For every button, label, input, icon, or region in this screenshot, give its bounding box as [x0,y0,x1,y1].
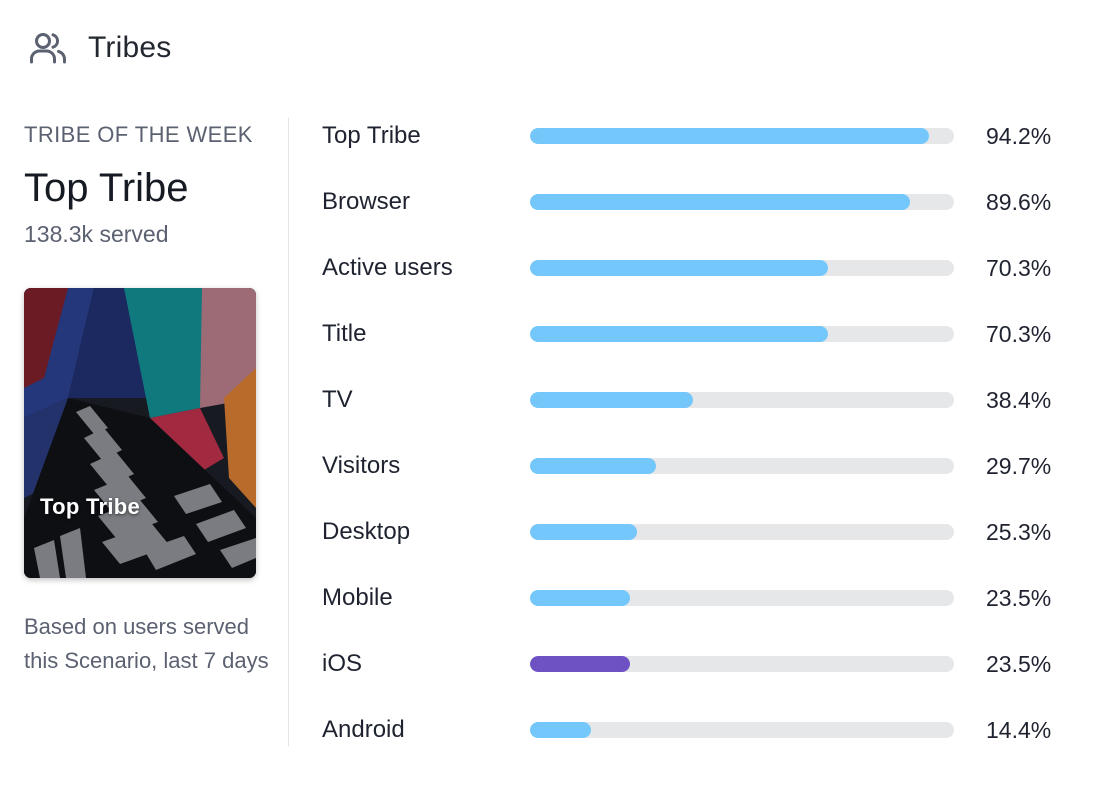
tribe-label: Visitors [322,452,401,479]
tribe-label: Desktop [322,518,411,545]
tribe-bar-fill [530,392,693,408]
tribe-percent: 89.6% [986,189,1052,215]
tribe-list: Top Tribe 94.2% Browser 89.6% Active users 70… [322,104,1082,764]
tribe-row[interactable]: Title 70.3% [322,302,1082,368]
tribe-bar-fill [530,128,930,144]
tribe-bar-track [530,524,954,540]
tribe-row[interactable]: iOS 23.5% [322,632,1082,698]
featured-tribe-card[interactable]: Top Tribe [24,288,256,578]
tribe-label: Mobile [322,584,393,611]
tribe-bar-track [530,128,954,144]
tribe-card-artwork [24,288,256,578]
tribe-bar-fill [530,590,630,606]
tribe-label: TV [322,386,353,413]
tribe-percent: 70.3% [986,321,1052,347]
featured-tribe-card-label: Top Tribe [40,494,141,519]
tribe-bar-fill [530,656,630,672]
tribe-label: Android [322,716,405,743]
tribe-row[interactable]: Android 14.4% [322,698,1082,764]
tribe-bar-track [530,194,954,210]
tribe-bar-track [530,260,954,276]
tribe-of-the-week-eyebrow: TRIBE OF THE WEEK [24,122,253,147]
tribe-percent: 25.3% [986,519,1052,545]
widget-header: Tribes [28,26,171,70]
tribe-bar-fill [530,524,638,540]
tribe-row[interactable]: Mobile 23.5% [322,566,1082,632]
tribe-label: Top Tribe [322,122,421,149]
tribe-bar-track [530,590,954,606]
tribe-row[interactable]: Desktop 25.3% [322,500,1082,566]
tribe-percent: 94.2% [986,123,1052,149]
tribe-row[interactable]: Active users 70.3% [322,236,1082,302]
featured-tribe-name: Top Tribe [24,166,189,210]
tribe-bar-track [530,326,954,342]
tribe-label: Title [322,320,367,347]
tribe-bar-fill [530,194,910,210]
tribe-percent: 38.4% [986,387,1052,413]
users-icon [28,28,68,68]
tribe-label: Browser [322,188,411,215]
tribe-percent: 23.5% [986,585,1052,611]
tribe-bar-track [530,656,954,672]
tribe-percent: 14.4% [986,717,1052,743]
tribe-label: Active users [322,254,453,281]
tribe-percent: 23.5% [986,651,1052,677]
tribe-percent: 70.3% [986,255,1052,281]
tribe-percent: 29.7% [986,453,1052,479]
tribe-bar-track [530,458,954,474]
tribe-bar-fill [530,722,592,738]
tribe-of-the-week-panel: TRIBE OF THE WEEK Top Tribe 138.3k serve… [24,118,270,673]
column-divider [288,118,289,746]
widget-title: Tribes [88,31,172,64]
served-note: Based on users served this Scenario, las… [24,614,269,673]
tribe-row[interactable]: Visitors 29.7% [322,434,1082,500]
tribe-row[interactable]: Top Tribe 94.2% [322,104,1082,170]
tribe-bar-fill [530,326,829,342]
tribe-label: iOS [322,650,363,677]
tribe-bar-fill [530,260,829,276]
served-count: 138.3k served [24,221,169,247]
tribe-row[interactable]: TV 38.4% [322,368,1082,434]
tribe-bar-track [530,392,954,408]
tribe-bar-track [530,722,954,738]
tribe-row[interactable]: Browser 89.6% [322,170,1082,236]
tribe-bar-fill [530,458,656,474]
